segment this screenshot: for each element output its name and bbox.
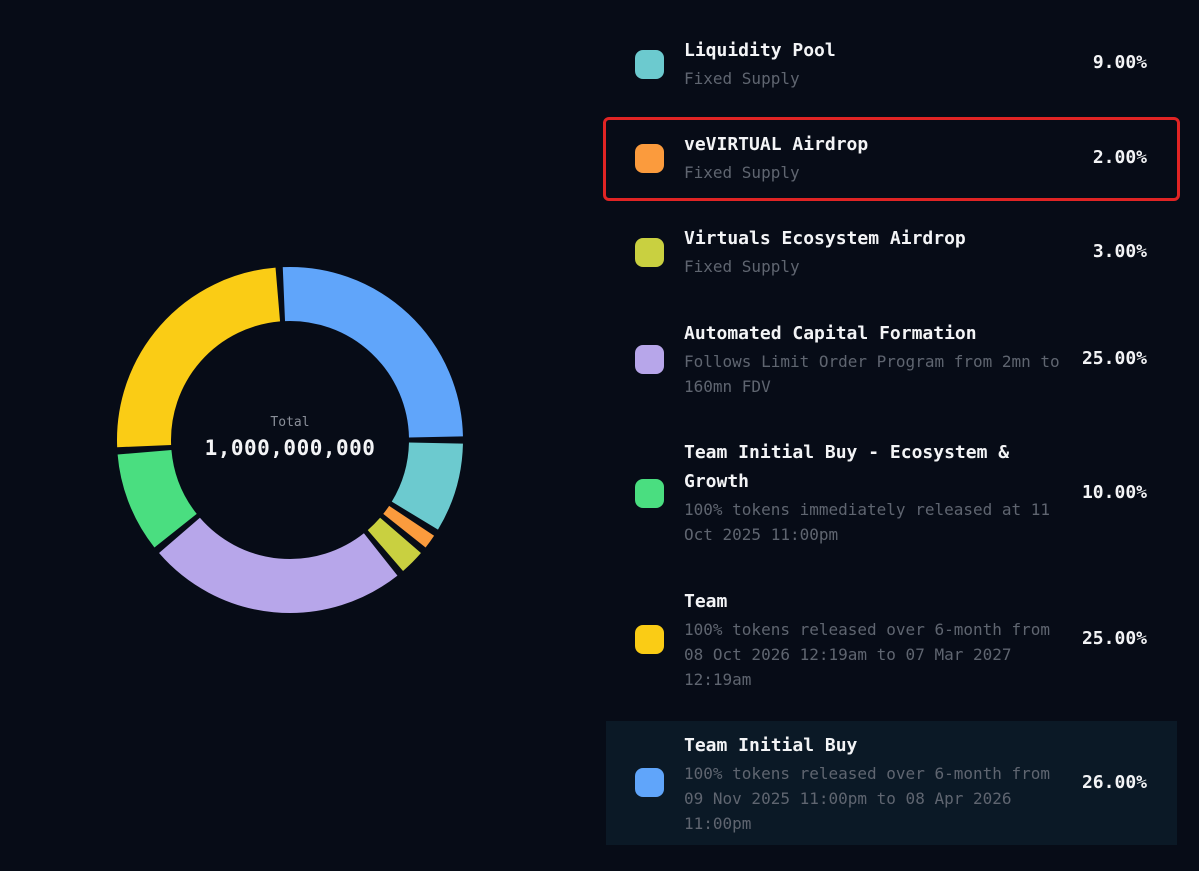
legend-swatch	[635, 144, 664, 173]
legend-row-vevirtual-airdrop[interactable]: veVIRTUAL Airdrop Fixed Supply 2.00%	[603, 117, 1180, 201]
allocation-donut-chart: Total 1,000,000,000	[100, 250, 480, 630]
legend-row-virtuals-ecosystem-airdrop[interactable]: Virtuals Ecosystem Airdrop Fixed Supply 3.…	[606, 212, 1177, 292]
legend-row-team-initial-buy-ecosystem-growth[interactable]: Team Initial Buy - Ecosystem & Growth 100…	[606, 426, 1177, 561]
legend-percent: 3.00%	[1092, 241, 1147, 262]
legend-description: Fixed Supply	[684, 69, 800, 88]
legend-percent: 25.00%	[1081, 348, 1147, 369]
donut-slice-team-initial-buy-ecosystem-growth[interactable]	[117, 449, 198, 548]
donut-slice-automated-capital-formation[interactable]	[159, 517, 398, 613]
legend-name: Virtuals Ecosystem Airdrop	[684, 228, 966, 249]
legend-row-automated-capital-formation[interactable]: Automated Capital Formation Follows Limit…	[606, 307, 1177, 407]
legend-percent: 10.00%	[1081, 482, 1147, 503]
legend-name: Team Initial Buy - Ecosystem & Growth	[684, 442, 1010, 492]
legend-name: Team	[684, 591, 728, 612]
legend-description: 100% tokens immediately released at 11 O…	[684, 500, 1051, 544]
legend-percent: 2.00%	[1092, 147, 1147, 168]
donut-hole	[172, 322, 408, 558]
legend-percent: 25.00%	[1081, 628, 1147, 649]
donut-slice-team[interactable]	[117, 267, 281, 448]
legend-description: 100% tokens released over 6-month from 0…	[684, 764, 1051, 833]
donut-slice-virtuals-ecosystem-airdrop[interactable]	[367, 517, 421, 571]
legend-description: 100% tokens released over 6-month from 0…	[684, 620, 1051, 689]
donut-slice-team-initial-buy[interactable]	[282, 267, 463, 439]
legend-description: Fixed Supply	[684, 163, 800, 182]
legend-swatch	[635, 768, 664, 797]
legend-row-team[interactable]: Team 100% tokens released over 6-month fr…	[606, 575, 1177, 705]
legend-description: Fixed Supply	[684, 257, 800, 276]
legend-name: Team Initial Buy	[684, 735, 858, 756]
legend-description: Follows Limit Order Program from 2mn to …	[684, 352, 1060, 396]
legend-percent: 26.00%	[1081, 772, 1147, 793]
donut-slice-vevirtual-airdrop[interactable]	[383, 505, 435, 548]
legend-swatch	[635, 238, 664, 267]
donut-slice-liquidity-pool[interactable]	[391, 441, 463, 530]
legend-swatch	[635, 50, 664, 79]
legend-percent: 9.00%	[1092, 52, 1147, 73]
legend-name: Liquidity Pool	[684, 40, 836, 61]
legend-row-team-initial-buy[interactable]: Team Initial Buy 100% tokens released ove…	[606, 721, 1177, 845]
legend-name: Automated Capital Formation	[684, 323, 977, 344]
legend-row-liquidity-pool[interactable]: Liquidity Pool Fixed Supply 9.00%	[606, 24, 1177, 104]
legend-name: veVIRTUAL Airdrop	[684, 134, 869, 155]
legend-swatch	[635, 625, 664, 654]
legend-swatch	[635, 479, 664, 508]
legend-swatch	[635, 345, 664, 374]
donut-svg	[117, 267, 463, 613]
